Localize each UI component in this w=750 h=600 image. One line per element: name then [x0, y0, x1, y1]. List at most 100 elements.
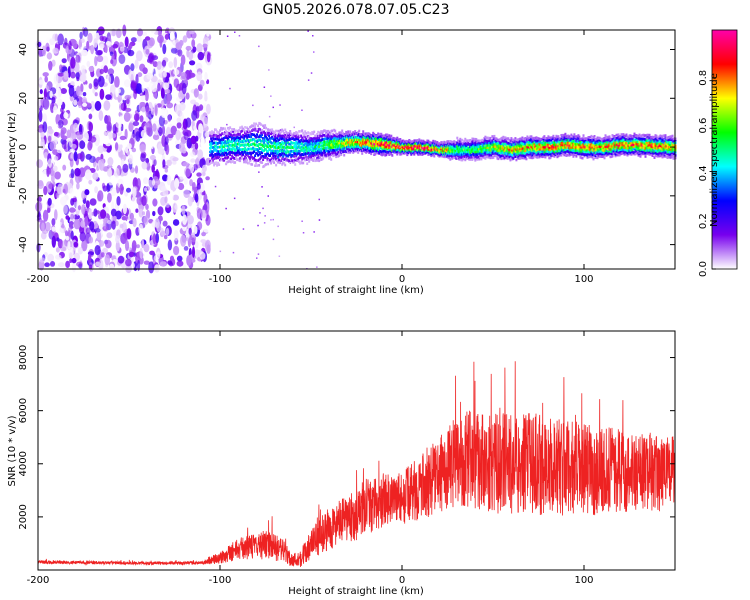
band-cell	[319, 151, 322, 155]
band-cell	[279, 131, 282, 135]
band-cell	[215, 156, 218, 160]
noise-blob	[142, 67, 148, 75]
band-cell	[247, 142, 250, 146]
band-cell	[591, 155, 594, 159]
band-cell	[511, 154, 514, 157]
noise-blob	[88, 264, 93, 270]
band-cell	[526, 135, 529, 139]
band-cell	[474, 141, 477, 145]
noise-blob	[176, 255, 183, 262]
noise-blob	[73, 99, 78, 106]
noise-blob	[193, 225, 198, 235]
band-cell	[249, 130, 252, 134]
band-cell	[392, 149, 395, 152]
noise-blob	[78, 90, 83, 96]
noise-blob	[68, 84, 75, 97]
sparse-point	[261, 186, 263, 188]
band-cell	[341, 129, 344, 133]
band-cell	[265, 148, 268, 151]
noise-blob	[100, 209, 107, 219]
band-cell	[238, 151, 241, 154]
noise-blob	[94, 228, 101, 233]
spectrogram-plot-area	[35, 24, 677, 274]
noise-blob	[139, 247, 143, 259]
band-cell	[271, 157, 274, 160]
band-cell	[607, 153, 610, 157]
noise-blob	[94, 100, 102, 111]
band-cell	[381, 153, 384, 157]
noise-blob	[88, 179, 93, 185]
noise-blob	[130, 80, 137, 91]
noise-blob	[205, 239, 211, 251]
noise-blob	[162, 43, 167, 55]
noise-blob	[128, 251, 135, 258]
noise-blob	[73, 241, 79, 248]
noise-blob	[135, 131, 141, 142]
band-cell	[209, 146, 212, 150]
band-cell	[322, 157, 325, 160]
band-cell	[224, 140, 227, 143]
noise-blob	[60, 88, 67, 94]
noise-blob	[81, 239, 88, 252]
noise-blob	[172, 40, 176, 49]
noise-blob	[203, 193, 208, 204]
noise-blob	[38, 79, 44, 85]
noise-blob	[182, 264, 187, 269]
noise-blob	[75, 54, 81, 64]
band-cell	[479, 154, 482, 157]
band-cell	[280, 159, 283, 162]
band-cell	[510, 137, 513, 140]
band-cell	[479, 152, 482, 155]
band-cell	[336, 135, 339, 138]
band-cell	[274, 138, 277, 141]
band-cell	[319, 131, 322, 135]
noise-blob	[46, 166, 50, 178]
band-cell	[358, 129, 361, 133]
band-cell	[216, 164, 219, 167]
band-cell	[287, 133, 290, 136]
noise-blob	[49, 38, 55, 46]
band-cell	[243, 129, 246, 132]
band-cell	[217, 161, 220, 165]
noise-blob	[37, 181, 44, 190]
band-cell	[233, 137, 236, 140]
band-cell	[305, 155, 308, 158]
band-cell	[257, 154, 260, 157]
noise-blob	[49, 261, 56, 267]
band-cell	[361, 152, 364, 155]
band-cell	[307, 151, 310, 154]
noise-blob	[121, 216, 127, 221]
band-cell	[252, 124, 255, 128]
noise-blob	[104, 254, 111, 266]
band-cell	[285, 137, 288, 140]
noise-blob	[191, 232, 196, 238]
noise-blob	[163, 234, 168, 240]
band-cell	[282, 154, 285, 158]
noise-blob	[42, 121, 48, 133]
band-cell	[532, 156, 535, 159]
band-cell	[245, 134, 248, 137]
band-cell	[602, 155, 605, 158]
noise-blob	[65, 260, 70, 268]
sparse-point	[278, 255, 281, 257]
noise-blob	[73, 151, 78, 162]
noise-blob	[60, 127, 67, 135]
noise-blob	[189, 72, 196, 78]
noise-blob	[202, 43, 208, 48]
noise-blob	[179, 175, 184, 180]
band-cell	[294, 163, 297, 166]
band-cell	[230, 130, 233, 134]
band-cell	[231, 134, 234, 137]
band-cell	[298, 130, 301, 133]
noise-blob	[138, 208, 144, 218]
noise-blob	[107, 68, 115, 76]
band-cell	[379, 139, 382, 143]
noise-blob	[44, 262, 50, 268]
noise-blob	[194, 241, 199, 249]
band-cell	[275, 140, 278, 143]
band-cell	[273, 161, 276, 164]
noise-blob	[120, 102, 127, 111]
band-cell	[265, 153, 268, 157]
noise-blob	[206, 30, 210, 37]
band-cell	[501, 157, 504, 160]
